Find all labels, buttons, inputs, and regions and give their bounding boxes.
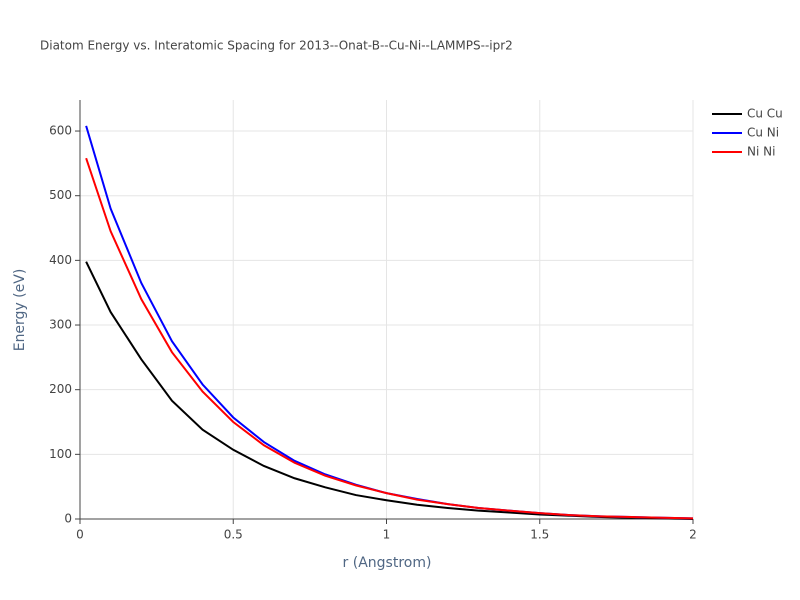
x-tick-label: 2 [689, 528, 697, 542]
y-tick-label: 0 [64, 512, 72, 526]
legend-label: Cu Cu [747, 107, 783, 121]
x-tick-label: 0 [76, 528, 84, 542]
legend-label: Ni Ni [747, 145, 775, 159]
x-axis-title: r (Angstrom) [343, 555, 432, 571]
y-tick-label: 300 [49, 318, 72, 332]
line-series [85, 157, 694, 520]
y-axis-title: Energy (eV) [12, 269, 28, 352]
y-tick-label: 200 [49, 382, 72, 396]
y-tick-label: 400 [49, 253, 72, 267]
x-tick-label: 0.5 [224, 528, 243, 542]
y-tick-label: 500 [49, 188, 72, 202]
legend-label: Cu Ni [747, 126, 779, 140]
y-tick-label: 600 [49, 124, 72, 138]
x-tick-label: 1.5 [530, 528, 549, 542]
chart-title: Diatom Energy vs. Interatomic Spacing fo… [40, 39, 513, 53]
x-tick-label: 1 [383, 528, 391, 542]
y-tick-label: 100 [49, 447, 72, 461]
